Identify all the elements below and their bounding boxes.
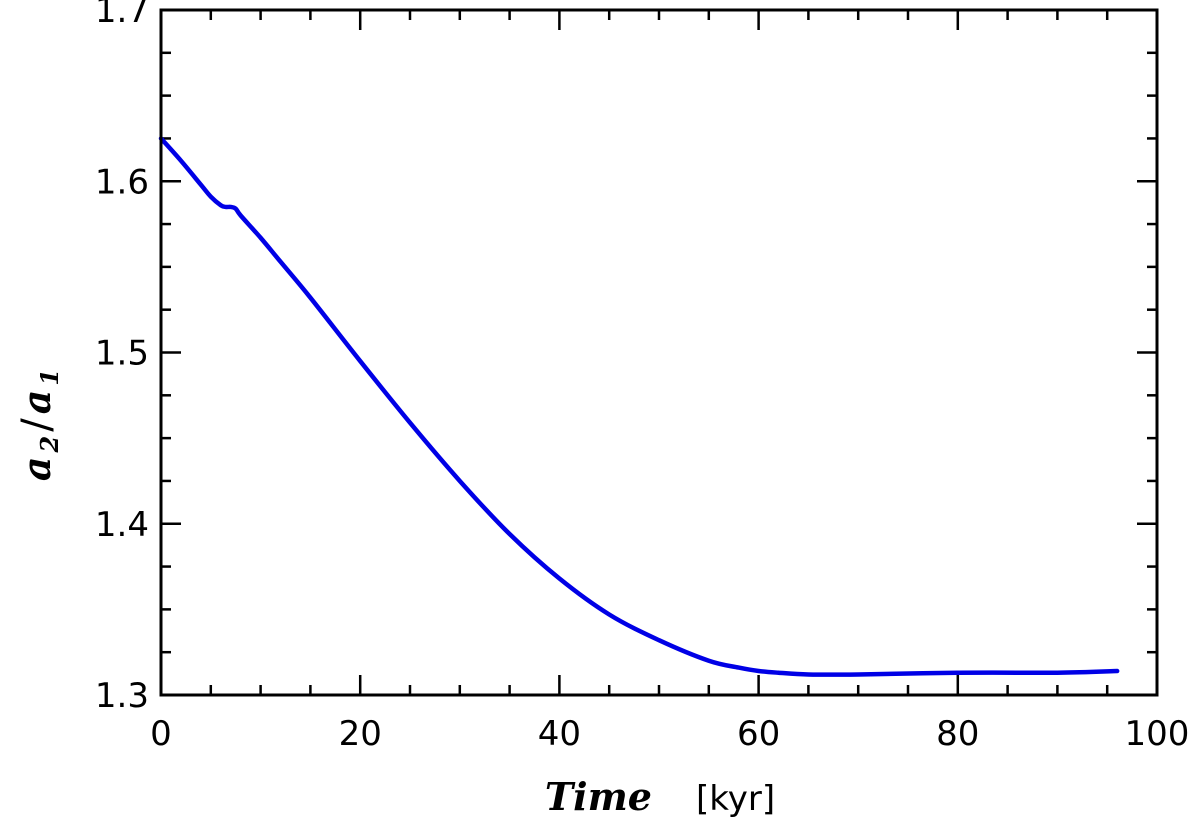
plot-frame [159,8,1159,697]
major-ticks [159,8,1159,697]
x-tick-label: 0 [150,714,172,754]
series-line-0 [158,136,1120,677]
x-tick-labels: 0 20 40 60 80 100 [150,714,1189,754]
y-tick-label: 1.5 [95,334,149,374]
y-tick-label: 1.3 [95,676,149,716]
y-tick-labels: 1.3 1.4 1.5 1.6 1.7 [95,0,149,716]
x-axis-label-main: Time [545,774,652,819]
y-axis-label-sub1: 1 [35,369,64,386]
x-tick-label: 80 [936,714,979,754]
x-tick-label: 60 [737,714,780,754]
y-axis-label-a2: a [14,456,59,481]
y-tick-label: 1.6 [95,162,149,202]
series-group [158,136,1120,677]
y-axis-label: a 2 / a 1 [14,369,64,481]
x-tick-label: 40 [538,714,581,754]
y-tick-label: 1.7 [95,0,149,31]
x-tick-label: 100 [1125,714,1190,754]
y-axis-label-slash: / [14,418,60,432]
y-axis-label-a1: a [14,390,59,415]
minor-ticks [161,10,1157,695]
x-axis-label-unit: [kyr] [696,779,775,819]
x-axis-label: Time [kyr] [545,774,775,819]
y-tick-label: 1.4 [95,505,149,545]
svg-text:a 2 / a: a 2 / a 1 [14,369,64,481]
x-tick-label: 20 [339,714,382,754]
y-axis-label-sub2: 2 [35,436,64,454]
